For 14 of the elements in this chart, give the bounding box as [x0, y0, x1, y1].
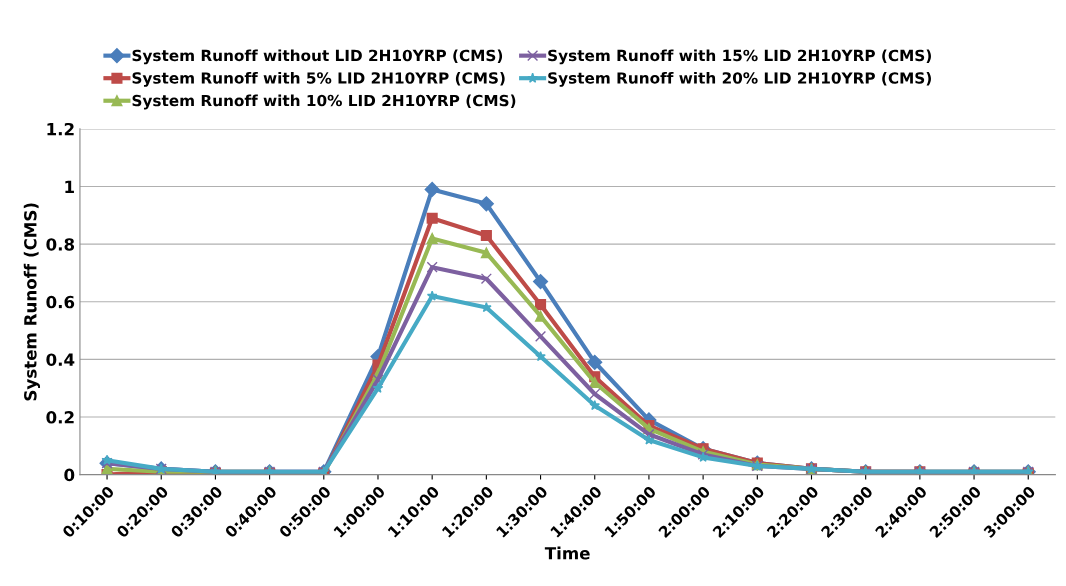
- y-tick-label: 0: [64, 468, 75, 482]
- y-tick-label: 0.6: [46, 295, 75, 309]
- y-tick-label: 0.2: [46, 411, 74, 424]
- y-tick-label: 1.2: [47, 122, 74, 136]
- x-axis-title: Time: [544, 546, 590, 560]
- legend-label: System Runoff without LID 2H10YRP (CMS): [132, 49, 503, 65]
- y-tick-label: 1: [65, 180, 74, 193]
- legend-label: System Runoff with 10% LID 2H10YRP (CMS): [132, 94, 516, 110]
- y-tick-label: 0.4: [46, 353, 75, 366]
- y-axis-title: System Runoff (CMS): [23, 203, 41, 401]
- y-tick-label: 0.8: [46, 238, 75, 251]
- legend-label: System Runoff with 5% LID 2H10YRP (CMS): [132, 71, 505, 87]
- legend-label: System Runoff with 15% LID 2H10YRP (CMS): [548, 49, 931, 65]
- legend-label: System Runoff with 20% LID 2H10YRP (CMS): [548, 71, 931, 87]
